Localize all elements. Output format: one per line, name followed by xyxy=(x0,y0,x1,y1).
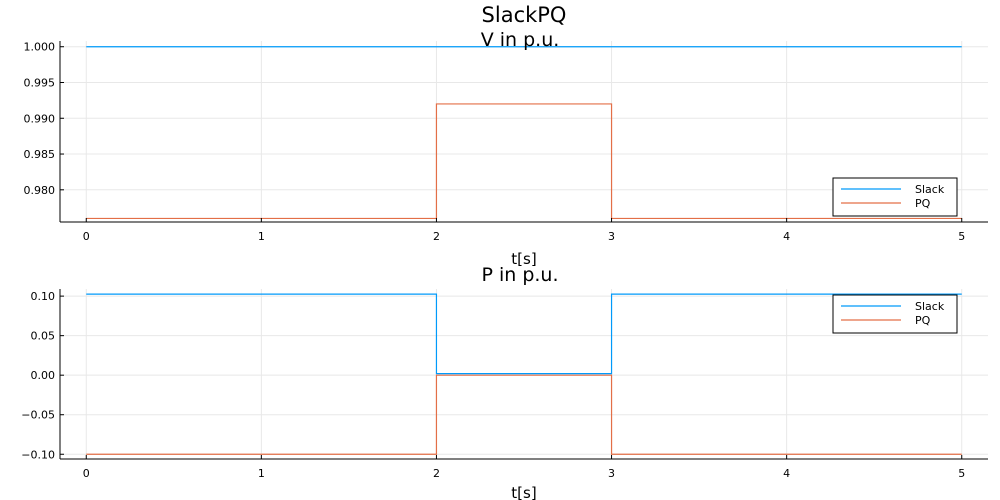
x-tick-label: 4 xyxy=(783,467,790,480)
legend: SlackPQ xyxy=(832,294,958,334)
legend-label-slack: Slack xyxy=(915,183,945,196)
series-line-slack xyxy=(86,293,962,375)
series-line-pq xyxy=(86,374,962,455)
x-tick-label: 3 xyxy=(608,230,615,243)
x-tick-label: 0 xyxy=(83,467,90,480)
x-tick-label: 5 xyxy=(958,230,965,243)
x-tick-label: 4 xyxy=(783,230,790,243)
x-axis-label: t[s] xyxy=(511,250,536,268)
legend-label-pq: PQ xyxy=(915,197,931,210)
y-tick-label: 0.995 xyxy=(24,76,56,89)
series-line-pq xyxy=(86,103,962,220)
y-tick-label: −0.10 xyxy=(21,448,55,461)
x-tick-label: 0 xyxy=(83,230,90,243)
power-plot: 0 1 2 3 4 5 −0.10 −0.05 0.00 0.05 0.10 P in p.u. t[s… xyxy=(21,264,988,500)
x-tick-label: 1 xyxy=(258,467,265,480)
y-tick-label: 0.985 xyxy=(24,148,56,161)
plot-title: P in p.u. xyxy=(481,264,558,286)
plot-title: V in p.u. xyxy=(481,29,560,51)
legend-box xyxy=(832,294,958,334)
x-tick-label: 2 xyxy=(433,230,440,243)
x-tick-label: 5 xyxy=(958,467,965,480)
legend-label-pq: PQ xyxy=(915,314,931,327)
legend-box xyxy=(832,177,958,217)
y-tick-label: 1.000 xyxy=(24,41,56,54)
y-tick-label: 0.05 xyxy=(31,330,56,343)
legend: SlackPQ xyxy=(832,177,958,217)
voltage-plot: 0 1 2 3 4 5 0.980 0.985 0.990 0.995 1.000 V in p.u.… xyxy=(24,29,988,268)
x-tick-label: 1 xyxy=(258,230,265,243)
legend-label-slack: Slack xyxy=(915,300,945,313)
x-axis-label: t[s] xyxy=(511,484,536,500)
y-tick-label: 0.990 xyxy=(24,112,56,125)
x-tick-label: 2 xyxy=(433,467,440,480)
y-tick-label: −0.05 xyxy=(21,409,55,422)
x-tick-label: 3 xyxy=(608,467,615,480)
y-tick-label: 0.00 xyxy=(31,369,56,382)
figure-title: SlackPQ xyxy=(482,3,567,27)
y-tick-label: 0.10 xyxy=(31,290,56,303)
y-tick-label: 0.980 xyxy=(24,184,56,197)
